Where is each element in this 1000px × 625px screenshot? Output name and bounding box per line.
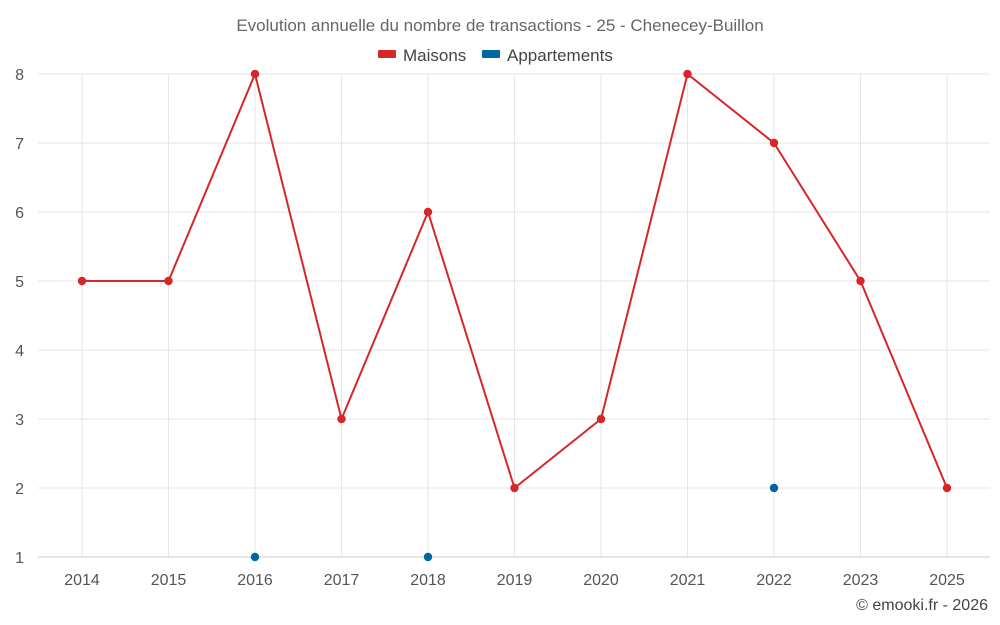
- y-tick-label-6: 6: [15, 205, 24, 222]
- x-tick-label-2021: 2021: [670, 572, 706, 589]
- data-point-maisons-2017: [337, 414, 346, 424]
- series-appartements: [250, 483, 779, 562]
- x-tick-label-2016: 2016: [237, 572, 273, 589]
- data-point-maisons-2018: [423, 207, 433, 217]
- legend-item-appartements[interactable]: Appartements: [482, 46, 613, 65]
- credit: © emooki.fr - 2026: [856, 597, 988, 614]
- x-tick-label-2019: 2019: [497, 572, 533, 589]
- data-point-appartements-2016: [250, 552, 260, 562]
- legend: Maisons Appartements: [378, 46, 613, 65]
- x-tick-label-2020: 2020: [583, 572, 619, 589]
- series-maisons: [77, 69, 952, 493]
- x-tick-label-2018: 2018: [410, 572, 446, 589]
- data-point-maisons-2025: [942, 483, 952, 493]
- x-tick-label-2014: 2014: [64, 572, 100, 589]
- x-tick-label-2017: 2017: [324, 572, 360, 589]
- legend-swatch-maisons: [378, 50, 396, 58]
- data-point-maisons-2019: [510, 483, 519, 493]
- x-tick-label-2025: 2025: [929, 572, 965, 589]
- y-tick-label-4: 4: [15, 343, 24, 360]
- legend-label-maisons: Maisons: [403, 46, 466, 65]
- data-point-maisons-2014: [77, 276, 87, 286]
- data-point-maisons-2021: [683, 69, 692, 79]
- y-tick-label-7: 7: [15, 136, 24, 153]
- data-point-maisons-2016: [250, 69, 260, 79]
- y-tick-label-2: 2: [15, 481, 24, 498]
- legend-item-maisons[interactable]: Maisons: [378, 46, 466, 65]
- legend-label-appartements: Appartements: [507, 46, 613, 65]
- y-tick-label-5: 5: [15, 274, 24, 291]
- data-point-maisons-2020: [596, 414, 606, 424]
- x-tick-label-2022: 2022: [756, 572, 792, 589]
- x-tick-label-2023: 2023: [843, 572, 879, 589]
- legend-swatch-appartements: [482, 50, 500, 58]
- y-tick-label-1: 1: [15, 550, 24, 567]
- data-point-maisons-2022: [769, 138, 779, 148]
- x-tick-label-2015: 2015: [151, 572, 187, 589]
- data-point-appartements-2018: [423, 552, 433, 562]
- grid: [38, 73, 990, 557]
- data-point-appartements-2022: [769, 483, 779, 493]
- series-layer: [77, 69, 952, 562]
- y-tick-label-3: 3: [15, 412, 24, 429]
- data-point-maisons-2015: [164, 276, 173, 286]
- y-tick-label-8: 8: [15, 67, 24, 84]
- chart-title: Evolution annuelle du nombre de transact…: [236, 16, 763, 35]
- axes: 1 2 3 4 5 6 7 8 2014 2015 2016 2017 2018 2019 2020 2021…: [15, 67, 990, 589]
- data-point-maisons-2023: [856, 276, 865, 286]
